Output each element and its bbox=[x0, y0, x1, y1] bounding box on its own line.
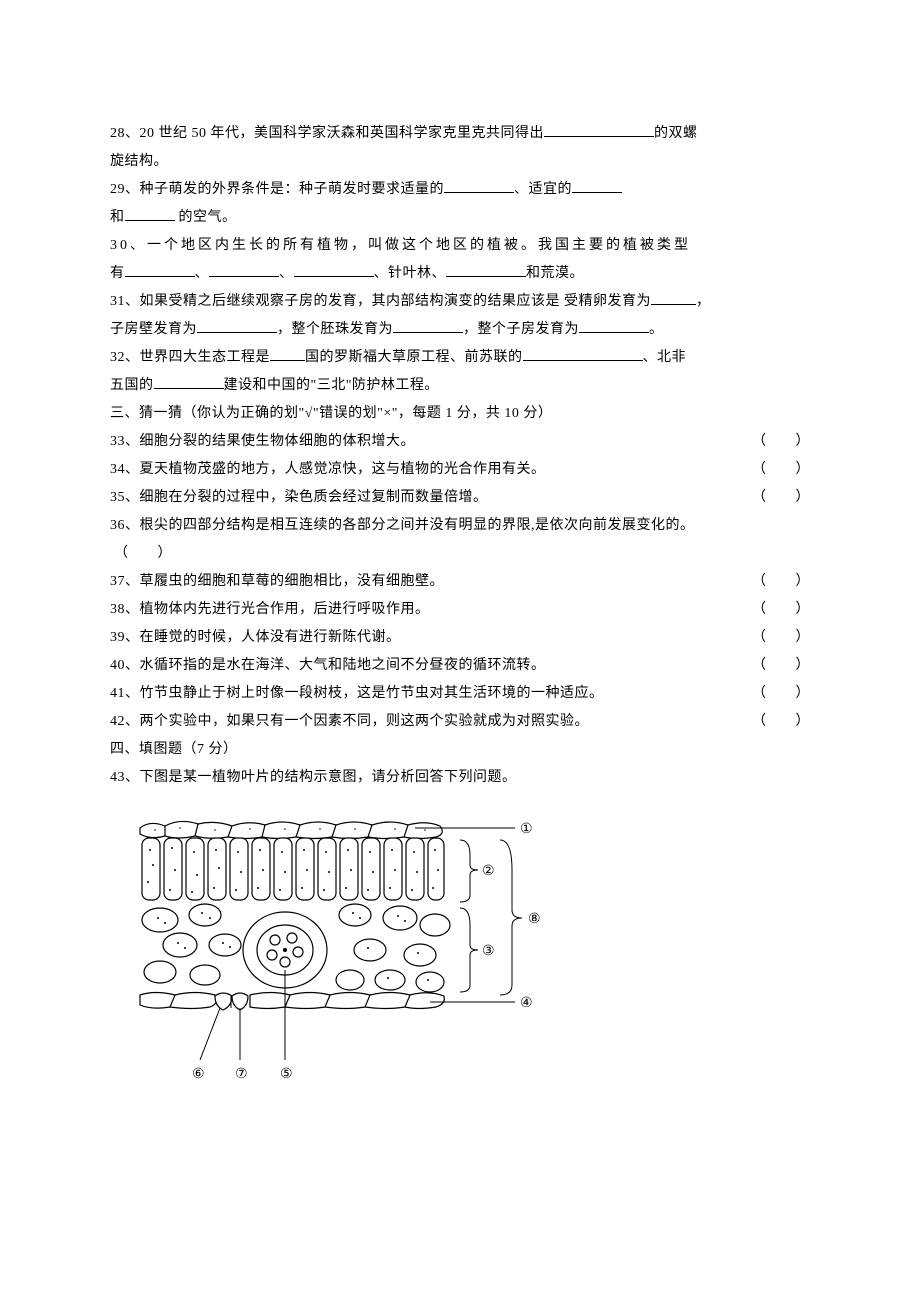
q31-l2d: 。 bbox=[649, 322, 664, 337]
tf-item-35: 35、细胞在分裂的过程中，染色质会经过复制而数量倍增。 （ ） bbox=[110, 484, 810, 512]
q43-text: 43、下图是某一植物叶片的结构示意图，请分析回答下列问题。 bbox=[110, 764, 810, 792]
q36-line1: 36、根尖的四部分结构是相互连续的各部分之间并没有明显的界限,是依次向前发展变化… bbox=[110, 512, 810, 540]
q30-line1: 30、一个地区内生长的所有植物，叫做这个地区的植被。我国主要的植被类型 bbox=[110, 232, 810, 260]
q30-tail: 和荒漠。 bbox=[526, 266, 584, 281]
label-2: ② bbox=[482, 864, 495, 879]
tf-brackets[interactable]: （ ） bbox=[752, 680, 810, 708]
tf-brackets[interactable]: （ ） bbox=[752, 456, 810, 484]
q31-line1: 31、如果受精之后继续观察子房的发育，其内部结构演变的结果应该是 受精卵发育为 ， bbox=[110, 288, 810, 316]
q32-l2a: 五国的 bbox=[110, 378, 154, 393]
tf-text: 35、细胞在分裂的过程中，染色质会经过复制而数量倍增。 bbox=[110, 490, 488, 505]
guard-cells-left bbox=[215, 993, 248, 1010]
q29-blank3[interactable] bbox=[125, 207, 175, 221]
palisade-cells bbox=[142, 838, 444, 900]
q29-prefix: 29、种子萌发的外界条件是：种子萌发时要求适量的 bbox=[110, 182, 444, 197]
label-3: ③ bbox=[482, 944, 495, 959]
q32-b2[interactable] bbox=[523, 347, 643, 361]
tf-text: 38、植物体内先进行光合作用，后进行呼吸作用。 bbox=[110, 602, 430, 617]
q29-l2b: 的空气。 bbox=[175, 210, 237, 225]
tf-item-33: 33、细胞分裂的结果使生物体细胞的体积增大。 （ ） bbox=[110, 428, 810, 456]
q32-l1b: 国的罗斯福大草原工程、前苏联的 bbox=[305, 350, 523, 365]
q31-line2: 子房壁发育为 ，整个胚珠发育为 ，整个子房发育为 。 bbox=[110, 316, 810, 344]
q30-mid: 、针叶林、 bbox=[374, 266, 447, 281]
q30-b3[interactable] bbox=[294, 263, 374, 277]
tf-text: 34、夏天植物茂盛的地方，人感觉凉快，这与植物的光合作用有关。 bbox=[110, 462, 546, 477]
q30-l2a: 有 bbox=[110, 266, 125, 281]
q31-l2b: ，整个胚珠发育为 bbox=[277, 322, 393, 337]
tf-text: 41、竹节虫静止于树上时像一段树枝，这是竹节虫对其生活环境的一种适应。 bbox=[110, 686, 604, 701]
q30-s2: 、 bbox=[279, 266, 294, 281]
q32-line2: 五国的 建设和中国的"三北"防护林工程。 bbox=[110, 372, 810, 400]
tf-brackets[interactable]: （ ） bbox=[752, 568, 810, 596]
q29-l2a: 和 bbox=[110, 210, 125, 225]
tf-item-42: 42、两个实验中，如果只有一个因素不同，则这两个实验就成为对照实验。 （ ） bbox=[110, 708, 810, 736]
tf-text: 42、两个实验中，如果只有一个因素不同，则这两个实验就成为对照实验。 bbox=[110, 714, 589, 729]
tf-item-38: 38、植物体内先进行光合作用，后进行呼吸作用。 （ ） bbox=[110, 596, 810, 624]
q29-mid1: 、适宜的 bbox=[514, 182, 572, 197]
q30-line2: 有 、 、 、针叶林、 和荒漠。 bbox=[110, 260, 810, 288]
q31-b3[interactable] bbox=[393, 319, 463, 333]
tf-text: 40、水循环指的是水在海洋、大气和陆地之间不分昼夜的循环流转。 bbox=[110, 658, 546, 673]
q32-l1c: 、北非 bbox=[643, 350, 687, 365]
q36-line2: （ ） bbox=[110, 540, 810, 568]
q30-b4[interactable] bbox=[446, 263, 526, 277]
q28-line2: 旋结构。 bbox=[110, 148, 810, 176]
q32-l1a: 32、世界四大生态工程是 bbox=[110, 350, 270, 365]
q31-b4[interactable] bbox=[579, 319, 649, 333]
q36-brackets[interactable]: （ ） bbox=[114, 546, 172, 561]
section3-heading: 三、猜一猜（你认为正确的划"√"错误的划"×"，每题 1 分，共 10 分） bbox=[110, 400, 810, 428]
tf-item-40: 40、水循环指的是水在海洋、大气和陆地之间不分昼夜的循环流转。 （ ） bbox=[110, 652, 810, 680]
tf-brackets[interactable]: （ ） bbox=[752, 428, 810, 456]
q31-l2c: ，整个子房发育为 bbox=[463, 322, 579, 337]
q29-blank1[interactable] bbox=[444, 179, 514, 193]
q31-b2[interactable] bbox=[197, 319, 277, 333]
q28-suffix: 的双螺 bbox=[654, 126, 698, 141]
label-6: ⑥ bbox=[192, 1067, 205, 1082]
tf-brackets[interactable]: （ ） bbox=[752, 484, 810, 512]
label-7: ⑦ bbox=[235, 1067, 248, 1082]
q29-line1: 29、种子萌发的外界条件是：种子萌发时要求适量的 、适宜的 bbox=[110, 176, 810, 204]
q30-b2[interactable] bbox=[209, 263, 279, 277]
tf-item-34: 34、夏天植物茂盛的地方，人感觉凉快，这与植物的光合作用有关。 （ ） bbox=[110, 456, 810, 484]
label-5: ⑤ bbox=[280, 1067, 293, 1082]
tf-item-39: 39、在睡觉的时候，人体没有进行新陈代谢。 （ ） bbox=[110, 624, 810, 652]
lower-epidermis-cells bbox=[140, 993, 444, 1009]
q30-b1[interactable] bbox=[125, 263, 195, 277]
tf-brackets[interactable]: （ ） bbox=[752, 708, 810, 736]
section4-heading: 四、填图题（7 分） bbox=[110, 736, 810, 764]
tf-item-41: 41、竹节虫静止于树上时像一段树枝，这是竹节虫对其生活环境的一种适应。 （ ） bbox=[110, 680, 810, 708]
q29-line2: 和 的空气。 bbox=[110, 204, 810, 232]
q32-b3[interactable] bbox=[154, 375, 224, 389]
tf-text: 37、草履虫的细胞和草莓的细胞相比，没有细胞壁。 bbox=[110, 574, 444, 589]
tf-brackets[interactable]: （ ） bbox=[752, 652, 810, 680]
tf-item-37: 37、草履虫的细胞和草莓的细胞相比，没有细胞壁。 （ ） bbox=[110, 568, 810, 596]
q31-l1b: ， bbox=[696, 294, 711, 309]
q32-b1[interactable] bbox=[270, 347, 305, 361]
q31-b1[interactable] bbox=[651, 291, 696, 305]
tf-brackets[interactable]: （ ） bbox=[752, 596, 810, 624]
tf-text: 33、细胞分裂的结果使生物体细胞的体积增大。 bbox=[110, 434, 415, 449]
q32-line1: 32、世界四大生态工程是 国的罗斯福大草原工程、前苏联的 、北非 bbox=[110, 344, 810, 372]
q31-l1a: 31、如果受精之后继续观察子房的发育，其内部结构演变的结果应该是 受精卵发育为 bbox=[110, 294, 651, 309]
q28-line1: 28、20 世纪 50 年代，美国科学家沃森和英国科学家克里克共同得出 的双螺 bbox=[110, 120, 810, 148]
label-1: ① bbox=[520, 822, 533, 837]
q29-blank2[interactable] bbox=[572, 179, 622, 193]
label-4: ④ bbox=[520, 996, 533, 1011]
tf-text: 39、在睡觉的时候，人体没有进行新陈代谢。 bbox=[110, 630, 401, 645]
label-8: ⑧ bbox=[528, 912, 541, 927]
leaf-diagram: ① bbox=[120, 810, 810, 1090]
upper-epidermis-cells bbox=[140, 821, 442, 838]
q32-l2b: 建设和中国的"三北"防护林工程。 bbox=[224, 378, 439, 393]
q28-prefix: 28、20 世纪 50 年代，美国科学家沃森和英国科学家克里克共同得出 bbox=[110, 126, 544, 141]
tf-brackets[interactable]: （ ） bbox=[752, 624, 810, 652]
q31-l2a: 子房壁发育为 bbox=[110, 322, 197, 337]
q30-s1: 、 bbox=[195, 266, 210, 281]
q28-blank[interactable] bbox=[544, 123, 654, 137]
